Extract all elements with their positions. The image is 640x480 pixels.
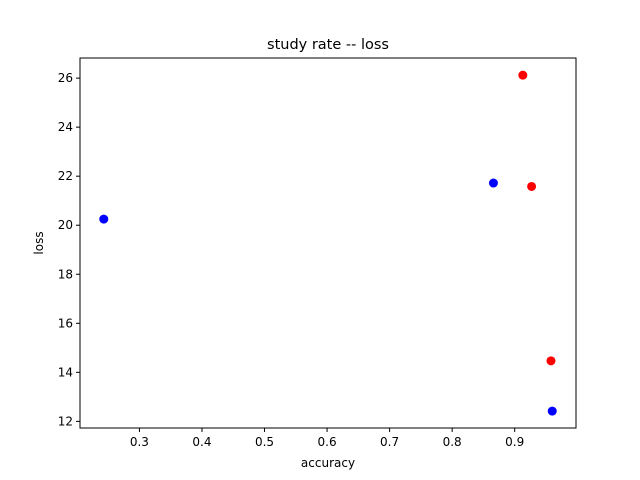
x-tick-label: 0.7 [380,435,399,449]
y-axis-label: loss [32,231,46,254]
axes-frame [79,57,577,429]
x-tick-label: 0.8 [443,435,462,449]
scatter-point-series-2 [546,356,556,366]
scatter-point-series-1 [547,406,557,416]
y-tick-label: 20 [58,218,73,232]
x-tick-label: 0.6 [318,435,337,449]
scatter-point-series-2 [527,181,537,191]
y-tick-label: 24 [58,120,73,134]
scatter-point-series-1 [99,214,109,224]
scatter-point-series-2 [518,70,528,80]
y-tick-label: 26 [58,71,73,85]
plot-area: 0.3 0.4 0.5 0.6 0.7 0.8 0.9 12 14 16 18 20 22 24 26 [58,70,557,449]
y-tick-label: 18 [58,267,73,281]
x-tick-label: 0.4 [192,435,211,449]
x-axis-label: accuracy [301,456,355,470]
x-tick-label: 0.3 [130,435,149,449]
y-tick-label: 12 [58,414,73,428]
chart-title: study rate -- loss [267,37,389,53]
scatter-point-series-1 [488,178,498,188]
y-tick-label: 16 [58,316,73,330]
x-tick-label: 0.5 [255,435,274,449]
x-tick-label: 0.9 [505,435,524,449]
y-tick-label: 22 [58,169,73,183]
y-tick-label: 14 [58,365,73,379]
